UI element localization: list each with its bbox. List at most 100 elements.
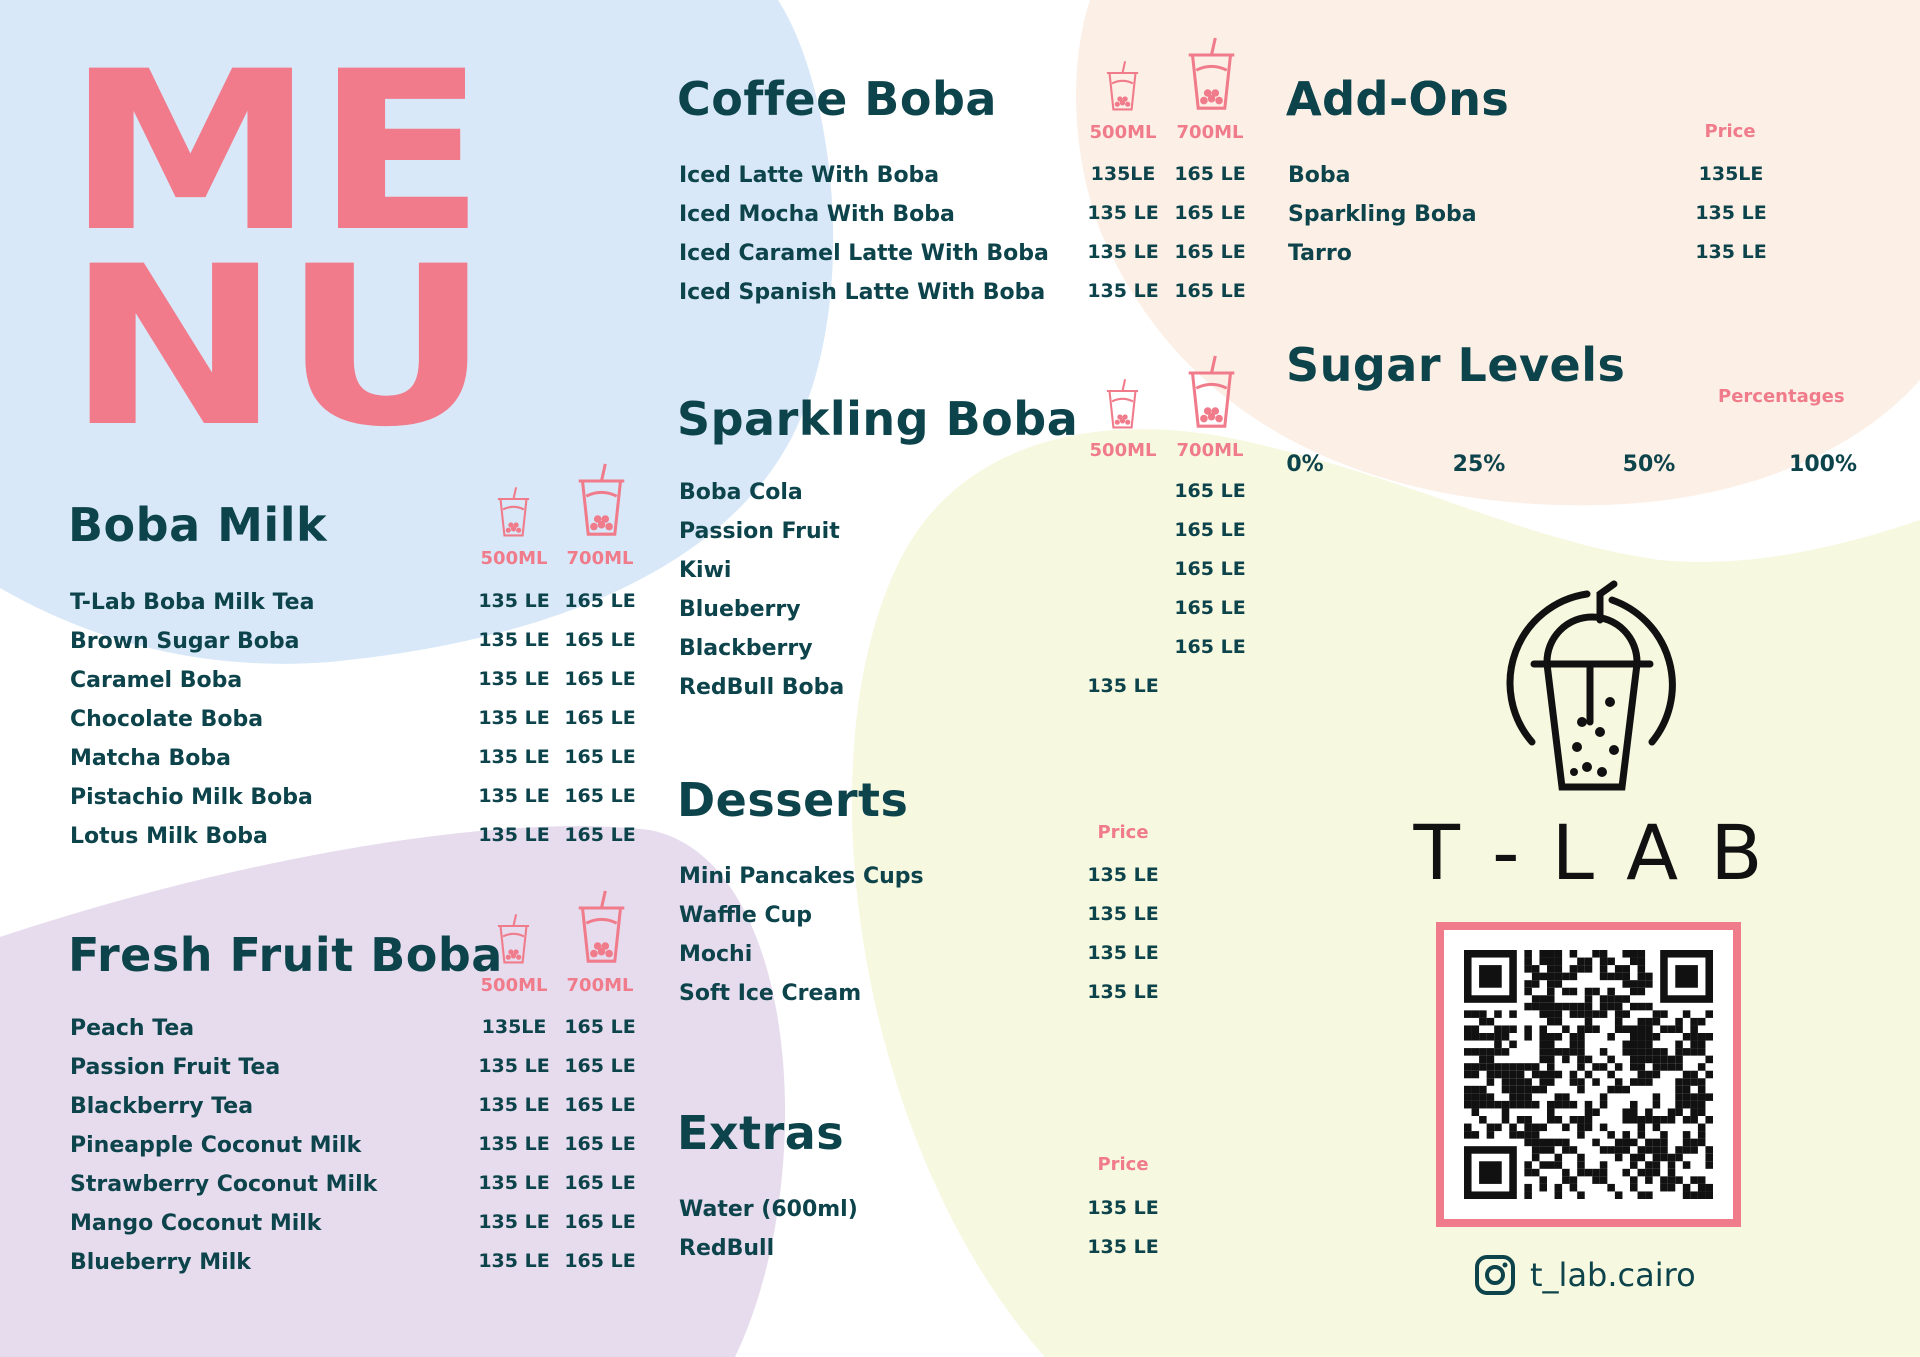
menu-item-price-700ml: 165 LE (564, 590, 636, 612)
sparkling-700ml-label: 700ML (1176, 440, 1244, 461)
boba_milk-700ml-label: 700ML (566, 548, 634, 569)
menu-item-price-700ml: 165 LE (564, 746, 636, 768)
boba_milk-700ml-cup-icon (573, 462, 630, 542)
sparkling-500ml-label: 500ML (1089, 440, 1157, 461)
menu-item-name: Iced Mocha With Boba (679, 202, 955, 227)
menu-item-price: 135 LE (1087, 1197, 1159, 1219)
menu-item-name: Iced Caramel Latte With Boba (679, 241, 1049, 266)
menu-item-price-700ml: 165 LE (564, 1250, 636, 1272)
boba_milk-title: Boba Milk (68, 498, 328, 552)
menu-item-price: 135 LE (1087, 981, 1159, 1003)
menu-item-price-700ml: 165 LE (564, 1211, 636, 1233)
menu-item-name: Tarro (1288, 241, 1352, 266)
menu-item-price-500ml: 135 LE (478, 1211, 550, 1233)
menu-item-name: Lotus Milk Boba (70, 824, 268, 849)
qr-code-pattern (1464, 950, 1713, 1199)
menu-logo-line2: NU (66, 219, 491, 438)
menu-item-price-700ml: 165 LE (564, 824, 636, 846)
sugar-percentages-label: Percentages (1718, 386, 1845, 407)
brand-name: T - L A B (1413, 808, 1767, 897)
menu-item-price-700ml: 165 LE (564, 1016, 636, 1038)
extras-title: Extras (677, 1106, 845, 1160)
sugar-level-0: 0% (1286, 452, 1324, 477)
coffee-500ml-label: 500ML (1089, 122, 1157, 143)
menu-item-price-700ml: 165 LE (564, 668, 636, 690)
addons-title: Add-Ons (1286, 72, 1510, 126)
instagram-handle-text: t_lab.cairo (1530, 1256, 1696, 1294)
menu-item-price-700ml: 165 LE (564, 1172, 636, 1194)
menu-item-name: Soft Ice Cream (679, 981, 862, 1006)
menu-item-price-700ml: 165 LE (1174, 202, 1246, 224)
menu-item-name: Water (600ml) (679, 1197, 858, 1222)
menu-item-name: T-Lab Boba Milk Tea (70, 590, 315, 615)
menu-item-name: Chocolate Boba (70, 707, 264, 732)
menu-item-name: Iced Spanish Latte With Boba (679, 280, 1046, 305)
lavender-blob (0, 826, 786, 1357)
menu-item-price-500ml: 135 LE (478, 668, 550, 690)
menu-item-price-700ml: 165 LE (1174, 163, 1246, 185)
menu-item-price-500ml: 135 LE (478, 629, 550, 651)
sugar-level-25: 25% (1452, 452, 1506, 477)
menu-item-price-500ml: 135 LE (478, 707, 550, 729)
menu-item-price-700ml: 165 LE (1174, 280, 1246, 302)
menu-item-price: 135LE (1698, 163, 1764, 185)
menu-item-name: Matcha Boba (70, 746, 231, 771)
menu-item-price-700ml: 165 LE (1174, 241, 1246, 263)
menu-item-price-700ml: 165 LE (564, 785, 636, 807)
menu-item-price-700ml: 165 LE (564, 1133, 636, 1155)
sparkling-700ml-cup-icon (1183, 354, 1240, 434)
menu-item-name: Passion Fruit (679, 519, 840, 544)
menu-item-price-700ml: 165 LE (564, 629, 636, 651)
menu-item-price-500ml: 135 LE (1087, 675, 1159, 697)
boba_milk-500ml-label: 500ML (480, 548, 548, 569)
menu-item-price-500ml: 135 LE (478, 1055, 550, 1077)
menu-item-price-700ml: 165 LE (564, 707, 636, 729)
menu-item-price-500ml: 135 LE (1087, 280, 1159, 302)
menu-item-name: Kiwi (679, 558, 732, 583)
menu-logo-line1: ME (66, 48, 486, 280)
peach-blob (1076, 0, 1920, 506)
sugar-levels-title: Sugar Levels (1286, 338, 1626, 392)
menu-item-price-500ml: 135 LE (478, 824, 550, 846)
menu-item-name: Caramel Boba (70, 668, 243, 693)
menu-item-name: Mango Coconut Milk (70, 1211, 322, 1236)
sugar-level-50: 50% (1622, 452, 1676, 477)
menu-item-price: 135 LE (1087, 942, 1159, 964)
coffee-title: Coffee Boba (677, 72, 997, 126)
menu-item-price-500ml: 135 LE (1087, 202, 1159, 224)
menu-item-name: Blueberry (679, 597, 801, 622)
menu-item-name: Peach Tea (70, 1016, 195, 1041)
coffee-700ml-cup-icon (1183, 36, 1240, 116)
menu-item-price: 135 LE (1087, 864, 1159, 886)
menu-item-name: RedBull Boba (679, 675, 845, 700)
coffee-700ml-label: 700ML (1176, 122, 1244, 143)
menu-item-price-500ml: 135 LE (1087, 241, 1159, 263)
fresh_fruit-700ml-cup-icon (573, 889, 630, 969)
instagram-handle[interactable]: t_lab.cairo (1474, 1254, 1696, 1296)
menu-item-name: Pistachio Milk Boba (70, 785, 313, 810)
menu-item-name: Boba (1288, 163, 1351, 188)
boba_milk-500ml-cup-icon (494, 486, 533, 542)
menu-item-name: Iced Latte With Boba (679, 163, 940, 188)
menu-item-price-500ml: 135LE (481, 1016, 547, 1038)
menu-item-price-700ml: 165 LE (1174, 597, 1246, 619)
sparkling-title: Sparkling Boba (677, 392, 1079, 446)
menu-item-price-700ml: 165 LE (564, 1094, 636, 1116)
menu-item-price-500ml: 135 LE (478, 1094, 550, 1116)
fresh_fruit-title: Fresh Fruit Boba (68, 928, 503, 982)
menu-item-price-500ml: 135LE (1090, 163, 1156, 185)
qr-code[interactable] (1436, 922, 1741, 1227)
fresh_fruit-700ml-label: 700ML (566, 975, 634, 996)
addons-title: Add-Ons (1286, 72, 1510, 126)
menu-item-name: Blackberry (679, 636, 813, 661)
menu-item-name: Mochi (679, 942, 753, 967)
menu-logo: ME NU (66, 48, 491, 438)
menu-item-price-700ml: 165 LE (1174, 480, 1246, 502)
menu-item-price-700ml: 165 LE (1174, 636, 1246, 658)
menu-item-name: Brown Sugar Boba (70, 629, 300, 654)
desserts-price-label: Price (1097, 822, 1149, 843)
menu-item-name: Sparkling Boba (1288, 202, 1477, 227)
sparkling-500ml-cup-icon (1103, 378, 1142, 434)
menu-item-price-700ml: 165 LE (1174, 558, 1246, 580)
